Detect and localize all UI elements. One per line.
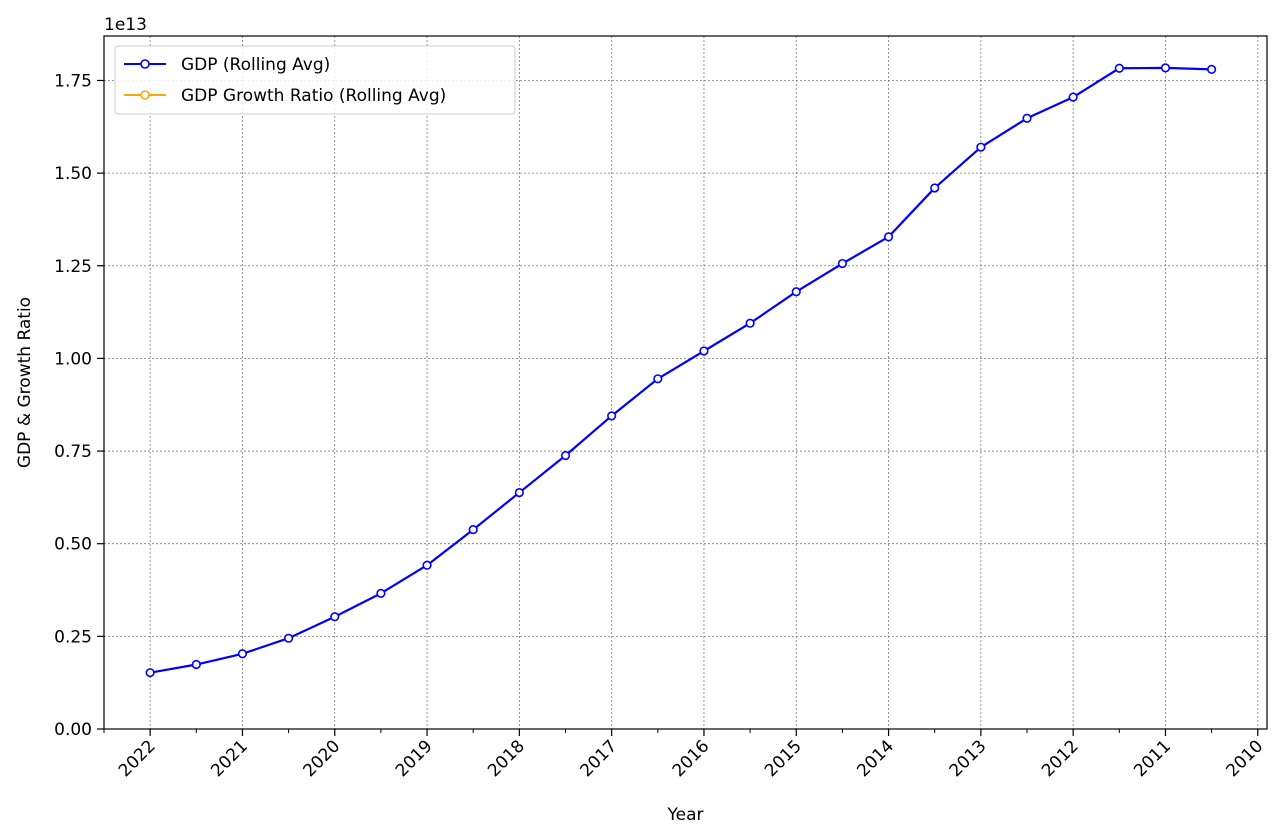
series-0 [145,63,1217,678]
y-offset-label: 1e13 [104,15,147,35]
y-tick-label: 1.50 [54,164,92,184]
y-tick-label: 0.50 [54,535,92,555]
x-axis-title: Year [667,805,704,825]
legend-label-gdp: GDP (Rolling Avg) [181,55,330,75]
data-point [1022,113,1032,123]
series-line [149,66,1212,674]
y-axis-title: GDP & Growth Ratio [15,297,35,468]
legend-box [114,45,516,115]
data-point [607,411,617,421]
y-tick-label: 1.00 [54,349,92,369]
legend: GDP (Rolling Avg) GDP Growth Ratio (Roll… [114,45,516,115]
data-point [330,612,340,622]
data-point [422,560,432,570]
data-point [560,450,571,461]
data-point [514,487,524,498]
data-point [468,525,478,535]
data-point [376,588,386,598]
legend-marker-growth-ratio [140,90,150,100]
data-point [976,142,986,152]
series-layer [145,63,1217,678]
y-tick-label: 0.75 [54,442,92,462]
data-point [791,287,801,297]
data-point [145,668,155,678]
data-point [284,633,294,643]
data-point [745,318,755,328]
plot-frame [103,35,1268,730]
y-tick-label: 0.00 [54,720,92,740]
data-point [930,183,940,193]
data-point [837,258,848,269]
data-point [883,232,894,242]
data-point [1207,64,1217,74]
legend-marker-gdp [140,59,150,69]
y-tick-label: 0.25 [54,627,92,647]
y-tick-label: 1.75 [54,71,92,91]
data-point [699,346,709,356]
data-point [237,649,248,659]
data-point [653,374,663,384]
data-point [1068,92,1078,102]
data-point [191,659,201,670]
y-tick-label: 1.25 [54,257,92,277]
data-point [1160,63,1171,73]
data-point [1114,63,1124,73]
legend-label-growth-ratio: GDP Growth Ratio (Rolling Avg) [181,86,446,106]
